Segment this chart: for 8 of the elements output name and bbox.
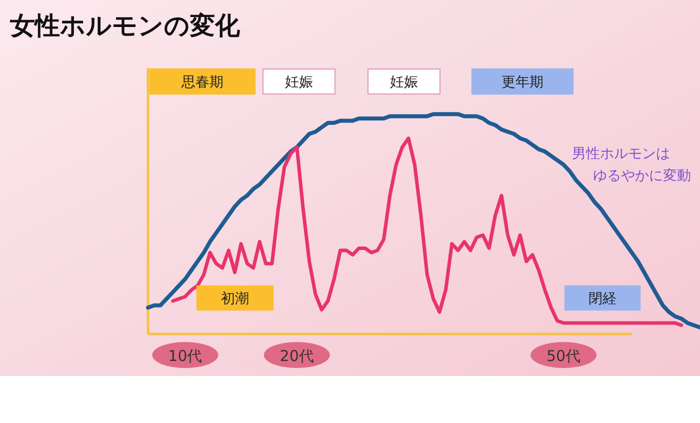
- annotation: 男性ホルモンは: [572, 146, 670, 162]
- x-tick-label: 10代: [168, 347, 202, 365]
- x-tick-label: 20代: [280, 347, 314, 365]
- annotation: ゆるやかに変動: [593, 168, 691, 184]
- chart-title: 女性ホルモンの変化: [9, 11, 241, 40]
- annotation: 初潮: [221, 291, 249, 307]
- annotation: 閉経: [588, 291, 616, 307]
- x-tick-label: 50代: [546, 347, 581, 365]
